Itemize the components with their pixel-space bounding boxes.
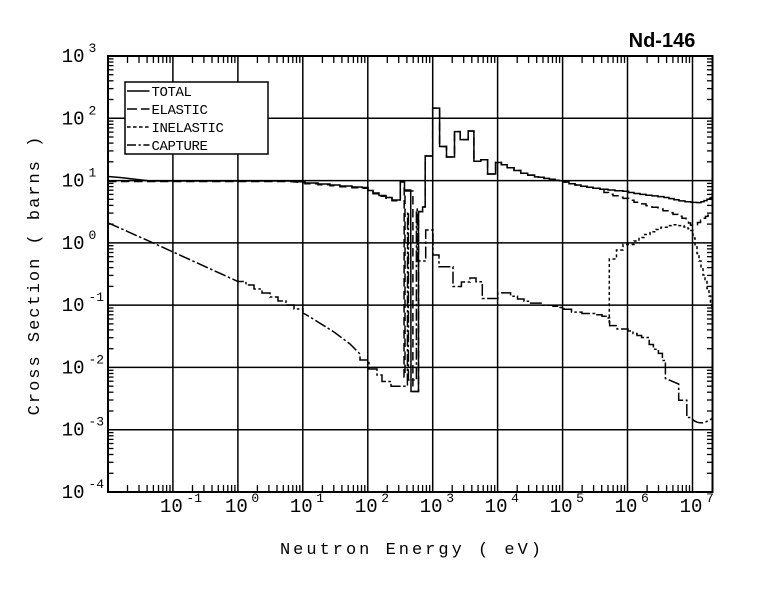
svg-text:10: 10 (160, 496, 183, 518)
svg-text:10: 10 (225, 496, 248, 518)
svg-text:1: 1 (89, 166, 97, 181)
svg-text:3: 3 (446, 491, 454, 506)
svg-text:1: 1 (316, 491, 324, 506)
svg-text:10: 10 (680, 496, 703, 518)
svg-text:4: 4 (511, 491, 519, 506)
svg-text:6: 6 (641, 491, 649, 506)
svg-text:0: 0 (251, 491, 259, 506)
svg-text:2: 2 (381, 491, 389, 506)
svg-text:2: 2 (89, 103, 97, 118)
svg-text:10: 10 (62, 171, 85, 193)
svg-text:3: 3 (89, 41, 97, 56)
svg-text:10: 10 (62, 108, 85, 130)
svg-text:TOTAL: TOTAL (152, 85, 192, 101)
svg-text:INELASTIC: INELASTIC (152, 121, 224, 137)
svg-text:10: 10 (355, 496, 378, 518)
svg-text:CAPTURE: CAPTURE (152, 139, 208, 155)
svg-text:10: 10 (62, 46, 85, 68)
svg-text:5: 5 (576, 491, 584, 506)
svg-text:10: 10 (485, 496, 508, 518)
svg-text:10: 10 (550, 496, 573, 518)
svg-text:10: 10 (62, 420, 85, 442)
svg-text:-3: -3 (89, 415, 105, 430)
svg-text:Nd-146: Nd-146 (629, 30, 696, 52)
svg-text:0: 0 (89, 228, 97, 243)
svg-text:-1: -1 (186, 491, 202, 506)
svg-text:7: 7 (706, 491, 714, 506)
svg-text:10: 10 (62, 295, 85, 317)
svg-text:Neutron Energy ( eV): Neutron Energy ( eV) (280, 541, 544, 560)
svg-text:10: 10 (420, 496, 443, 518)
svg-text:10: 10 (615, 496, 638, 518)
svg-text:ELASTIC: ELASTIC (152, 103, 208, 119)
svg-text:10: 10 (62, 233, 85, 255)
svg-text:-4: -4 (89, 477, 105, 492)
svg-text:10: 10 (290, 496, 313, 518)
svg-text:-1: -1 (89, 290, 105, 305)
svg-text:10: 10 (62, 482, 85, 504)
svg-text:10: 10 (62, 357, 85, 379)
svg-text:-2: -2 (89, 352, 105, 367)
svg-text:Cross Section ( barns ): Cross Section ( barns ) (26, 135, 45, 416)
